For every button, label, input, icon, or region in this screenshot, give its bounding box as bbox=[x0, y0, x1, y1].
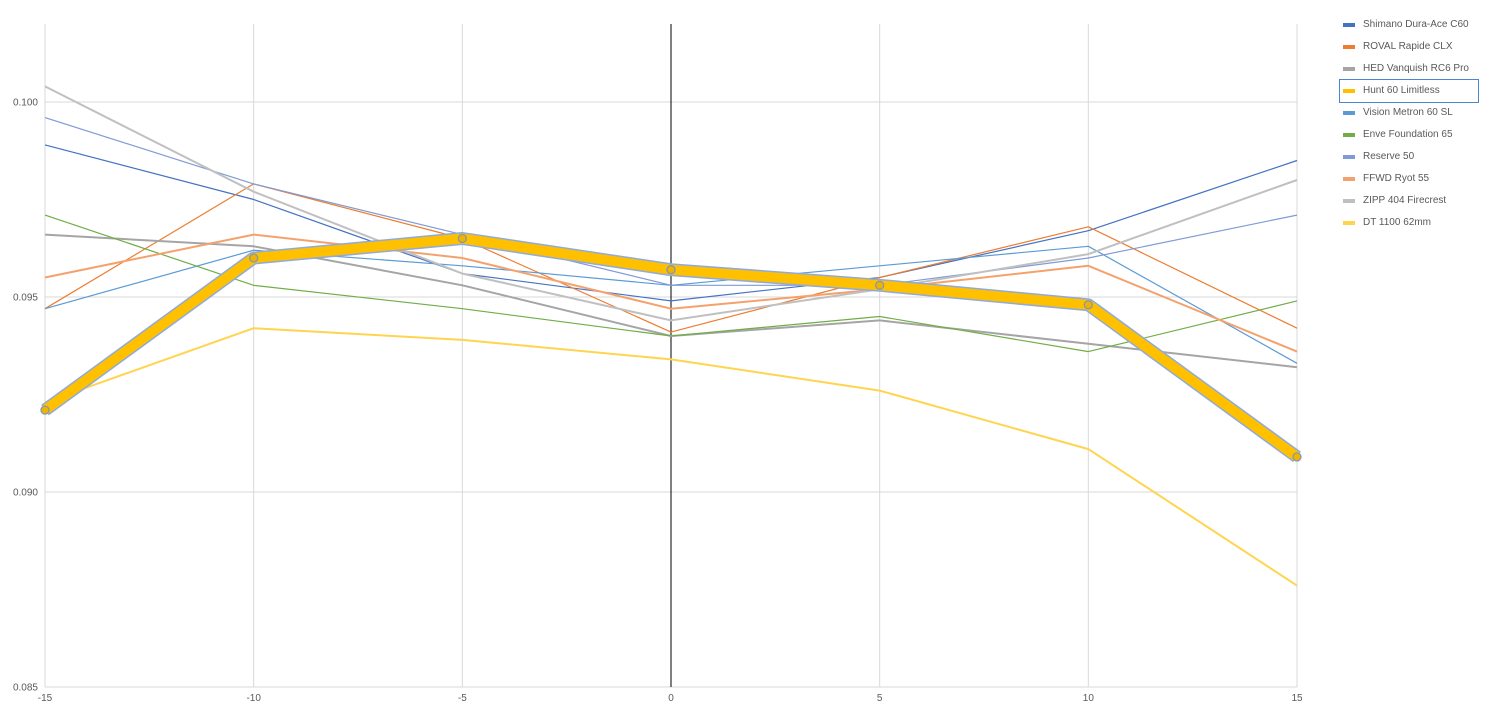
x-axis-tick-labels: -15 -10 -5 0 5 10 15 bbox=[38, 693, 1303, 704]
legend-label: FFWD Ryot 55 bbox=[1363, 173, 1430, 184]
legend-item-hed-vanquish-rc6-pro[interactable]: HED Vanquish RC6 Pro bbox=[1340, 58, 1478, 80]
legend-label: DT 1100 62mm bbox=[1363, 217, 1431, 228]
legend-item-enve-foundation-65[interactable]: Enve Foundation 65 bbox=[1340, 124, 1478, 146]
highlighted-series-markers bbox=[40, 233, 1302, 462]
selected-point-marker[interactable] bbox=[40, 405, 50, 415]
legend-swatch bbox=[1343, 111, 1355, 115]
series-line-shimano-dura-ace-c60[interactable] bbox=[44, 144, 1298, 302]
selected-point-marker[interactable] bbox=[1083, 300, 1093, 310]
legend-swatch bbox=[1343, 199, 1355, 203]
legend-item-roval-rapide-clx[interactable]: ROVAL Rapide CLX bbox=[1340, 36, 1478, 58]
series-line-zipp-404-firecrest[interactable] bbox=[44, 85, 1298, 322]
x-tick-label: 15 bbox=[1291, 693, 1303, 704]
legend-swatch bbox=[1343, 67, 1355, 71]
selected-point-marker[interactable] bbox=[875, 280, 885, 290]
legend-swatch bbox=[1343, 177, 1355, 181]
legend-label: Reserve 50 bbox=[1363, 151, 1415, 162]
legend-label: ROVAL Rapide CLX bbox=[1363, 41, 1453, 52]
legend-swatch bbox=[1343, 45, 1355, 49]
legend-item-ffwd-ryot-55[interactable]: FFWD Ryot 55 bbox=[1340, 168, 1478, 190]
y-tick-label: 0.085 bbox=[13, 683, 38, 694]
legend-item-vision-metron-60-sl[interactable]: Vision Metron 60 SL bbox=[1340, 102, 1478, 124]
y-tick-label: 0.100 bbox=[13, 98, 38, 109]
selected-point-marker[interactable] bbox=[666, 265, 676, 275]
selected-point-marker[interactable] bbox=[249, 253, 259, 263]
legend-swatch bbox=[1343, 155, 1355, 159]
series-line-dt-1100-62mm[interactable] bbox=[44, 327, 1298, 587]
x-tick-label: 5 bbox=[877, 693, 883, 704]
legend-item-reserve-50[interactable]: Reserve 50 bbox=[1340, 146, 1478, 168]
legend-label: Enve Foundation 65 bbox=[1363, 129, 1453, 140]
x-tick-label: 10 bbox=[1083, 693, 1095, 704]
legend-swatch bbox=[1343, 23, 1355, 27]
x-tick-label: -5 bbox=[458, 693, 467, 704]
selected-point-marker[interactable] bbox=[457, 233, 467, 244]
x-gridlines bbox=[44, 24, 1298, 687]
legend-item-shimano-dura-ace-c60[interactable]: Shimano Dura-Ace C60 bbox=[1340, 14, 1478, 36]
x-tick-label: 0 bbox=[668, 693, 674, 704]
series-line-enve-foundation-65[interactable] bbox=[44, 214, 1298, 353]
legend-item-zipp-404-firecrest[interactable]: ZIPP 404 Firecrest bbox=[1340, 190, 1478, 212]
legend-label: Vision Metron 60 SL bbox=[1363, 107, 1453, 118]
legend-label: HED Vanquish RC6 Pro bbox=[1363, 63, 1469, 74]
legend-label: Hunt 60 Limitless bbox=[1363, 85, 1440, 96]
y-axis-tick-labels: 0.085 0.090 0.095 0.100 bbox=[13, 98, 38, 694]
y-tick-label: 0.090 bbox=[13, 488, 38, 499]
legend-label: Shimano Dura-Ace C60 bbox=[1363, 19, 1469, 30]
x-tick-label: -15 bbox=[38, 693, 53, 704]
selected-point-marker[interactable] bbox=[1292, 452, 1302, 462]
legend-swatch bbox=[1343, 133, 1355, 137]
y-tick-label: 0.095 bbox=[13, 293, 38, 304]
legend-swatch bbox=[1343, 89, 1355, 93]
legend: Shimano Dura-Ace C60 ROVAL Rapide CLX HED … bbox=[1339, 14, 1479, 234]
series-line-reserve-50[interactable] bbox=[44, 117, 1298, 286]
legend-swatch bbox=[1343, 221, 1355, 225]
legend-label: ZIPP 404 Firecrest bbox=[1363, 195, 1447, 206]
legend-item-dt-1100-62mm[interactable]: DT 1100 62mm bbox=[1340, 212, 1478, 234]
series-line-ffwd-ryot-55[interactable] bbox=[44, 233, 1298, 353]
x-tick-label: -10 bbox=[246, 693, 261, 704]
legend-item-hunt-60-limitless[interactable]: Hunt 60 Limitless bbox=[1339, 79, 1479, 103]
